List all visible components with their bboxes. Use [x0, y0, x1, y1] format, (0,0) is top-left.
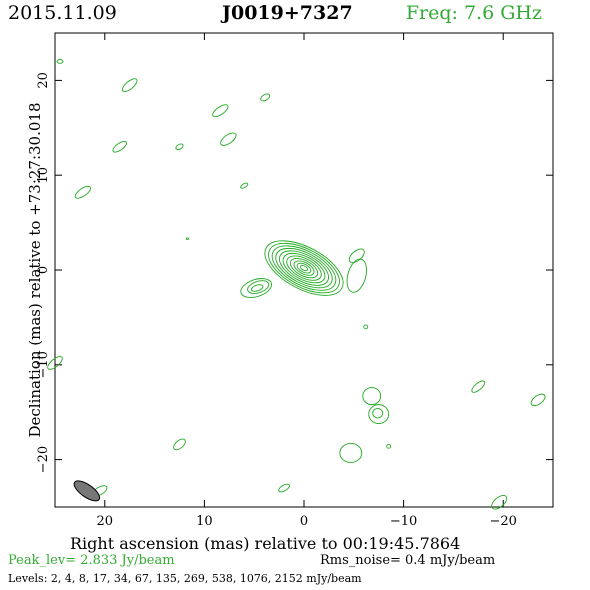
- core-contour: [299, 265, 309, 272]
- contour-levels: Levels: 2, 4, 8, 17, 34, 67, 135, 269, 5…: [8, 572, 362, 585]
- contour-component: [491, 494, 508, 510]
- core-contour: [268, 242, 340, 294]
- y-tick-label: −10: [36, 351, 51, 378]
- contour-component: [348, 248, 365, 264]
- contour-component: [247, 280, 270, 294]
- x-axis-label: Right ascension (mas) relative to 00:19:…: [70, 534, 461, 553]
- contour-component: [112, 140, 127, 153]
- contour-component: [47, 356, 63, 370]
- x-tick-label: −20: [489, 514, 516, 529]
- contour-component: [175, 143, 184, 151]
- contour-plot: 20 10 0 −10 −20 20 10 0 −10 −20 Declination (mas) …: [26, 32, 554, 529]
- contour-component: [278, 483, 290, 493]
- contour-component: [220, 132, 237, 146]
- core-contour: [286, 255, 322, 281]
- contour-component: [372, 407, 384, 419]
- y-tick-label: 10: [36, 167, 51, 184]
- y-axis-label: Declination (mas) relative to +73:27:30.…: [26, 102, 44, 437]
- core-contour: [296, 262, 312, 274]
- contour-component: [471, 380, 486, 393]
- core-contour: [271, 245, 337, 291]
- peak-level: Peak_lev= 2.833 Jy/beam: [8, 553, 175, 568]
- contour-component: [339, 443, 363, 463]
- y-tick-label: 20: [36, 72, 51, 89]
- x-tick-label: 20: [97, 514, 114, 529]
- contour-component: [74, 185, 91, 199]
- frequency-label: Freq: 7.6 GHz: [405, 2, 542, 24]
- contour-component: [386, 443, 392, 449]
- contour-component: [362, 387, 382, 406]
- x-tick-label: −10: [390, 514, 417, 529]
- contour-component: [56, 59, 64, 64]
- y-tick-label: −20: [36, 446, 51, 473]
- observation-date: 2015.11.09: [8, 2, 117, 24]
- beam-ellipse: [73, 480, 101, 502]
- contour-component: [368, 404, 390, 425]
- contour-component: [260, 93, 271, 102]
- core-contour: [279, 250, 329, 286]
- source-name: J0019+7327: [222, 2, 353, 24]
- contour-component: [240, 278, 273, 298]
- contour-component: [346, 258, 367, 293]
- core-contour: [293, 260, 315, 276]
- contour-component: [121, 78, 138, 93]
- rms-noise: Rms_noise= 0.4 mJy/beam: [320, 553, 496, 568]
- contour-component: [240, 182, 249, 189]
- core-contour: [289, 257, 319, 279]
- x-tick-label: 10: [196, 514, 213, 529]
- contour-component: [250, 284, 264, 292]
- contour-component: [173, 438, 186, 451]
- core-contour: [264, 240, 344, 296]
- contour-component: [212, 104, 229, 118]
- core-contour: [282, 252, 326, 284]
- contour-component: [363, 324, 369, 330]
- core-contour: [275, 247, 333, 289]
- x-tick-label: 0: [300, 514, 308, 529]
- contour-component: [186, 237, 189, 241]
- y-tick-label: 0: [36, 266, 51, 274]
- contour-component: [530, 393, 546, 407]
